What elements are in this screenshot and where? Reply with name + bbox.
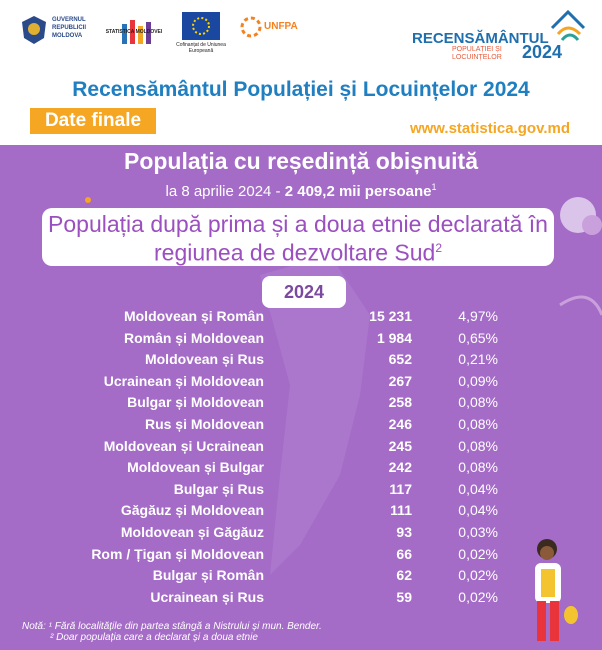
stat-logo-text: STATISTICA MOLDOVEI [105,29,163,35]
table-row: Moldovean și Bulgar 242 0,08% [0,459,602,479]
census-logo-icon [550,9,586,41]
note: ² Doar populația care a declarat și a do… [50,632,258,643]
count: 1 984 [376,329,412,346]
count: 93 [396,524,412,540]
unfpa-text: UNFPA [264,21,298,32]
table-row: Găgăuz și Moldovean 111 0,04% [0,502,602,522]
count: 246 [388,416,412,432]
page-title: Recensământul Populației și Locuințelor … [72,78,530,101]
stat-logo [122,20,151,44]
table-row: Rus și Moldovean 246 0,08% [0,416,602,436]
ethnicity: Moldovean și Bulgar [127,459,264,476]
count: 652 [388,351,412,368]
share: 0,21% [458,351,498,368]
note-ref: 2 [435,241,442,255]
share: 0,04% [458,480,498,497]
ethnicity: Bulgar și Român [152,567,264,584]
ethnicity: Rus și Moldovean [144,416,264,432]
share: 0,08% [458,416,498,432]
share: 0,65% [458,329,498,346]
table-row: Bulgar și Rus 117 0,04% [0,481,602,501]
count: 242 [388,459,412,476]
table-row: Bulgar și Român 62 0,02% [0,567,602,587]
table-row: Moldovean și Român 15 231 4,97% [0,308,602,328]
share: 0,02% [458,567,498,584]
share: 0,02% [458,588,498,605]
panel: Populația după prima și a doua etnie dec… [42,208,554,266]
ethnicity: Moldovean și Român [123,308,264,324]
count: 111 [390,502,412,519]
count: 59 [396,588,412,605]
ethnicity: Moldovean și Găgăuz [120,524,264,540]
date: la 8 aprilie 2024 - [165,183,285,200]
total: 2 409,2 mii persoane [284,183,432,200]
ethnicity: Bulgar și Moldovean [127,394,264,411]
ethnicity: Ucrainean și Rus [150,588,264,605]
census-logo-year: 2024 [522,42,563,62]
ethnicity: Român și Moldovean [123,329,264,346]
note: Notă: ¹ Fără localitățile din partea stâ… [22,621,322,632]
count: 267 [388,372,412,389]
ethnicity: Moldovean și Rus [144,351,264,368]
note-ref: 1 [431,182,437,192]
ethnicity: Ucrainean și Moldovean [103,372,264,389]
eu-flag [182,12,220,40]
year-pill: 2024 [262,276,346,308]
subheading: la 8 aprilie 2024 - 2 409,2 mii persoane… [0,182,602,200]
table-row: Moldovean și Ucrainean 245 0,08% [0,438,602,458]
decorations [85,197,602,575]
table-row: Ucrainean și Moldovean 267 0,09% [0,373,602,393]
ethnicity: Găgăuz și Moldovean [120,502,264,519]
census-logo-title: RECENSĂMÂNTUL [412,30,549,47]
share: 0,09% [458,372,498,389]
unfpa-icon [240,16,262,38]
count: 15 231 [369,308,412,324]
table-row: Moldovean și Găgăuz 93 0,03% [0,524,602,544]
gov-logo-text: GUVERNUL REPUBLICII MOLDOVA [52,17,87,39]
share: 4,97% [458,308,498,324]
share: 0,04% [458,502,498,519]
share: 0,08% [458,394,498,411]
badge: Date finale [30,108,156,134]
ethnicity: Bulgar și Rus [173,480,264,497]
count: 258 [388,394,412,411]
table-row: Moldovean și Rus 652 0,21% [0,351,602,371]
url: www.statistica.gov.md [409,120,570,137]
count: 245 [388,437,412,454]
table-row: Român și Moldovean 1 984 0,65% [0,330,602,350]
table-row: Rom / Țigan și Moldovean 66 0,02% [0,546,602,566]
share: 0,08% [458,459,498,476]
heading: Populația cu reședință obișnuită [123,148,478,174]
count: 117 [389,480,412,497]
panel-title: Populația după prima și a doua etnie dec… [48,211,548,266]
count: 66 [396,545,412,562]
gov-emblem [22,16,46,44]
person-illustration [535,539,578,641]
share: 0,02% [458,545,498,562]
census-logo-sub: POPULAȚIEI ȘI LOCUINȚELOR [452,46,502,61]
ethnicity: Rom / Țigan și Moldovean [91,545,264,562]
table-row: Ucrainean și Rus 59 0,02% [0,589,602,609]
ethnicity: Moldovean și Ucrainean [103,437,264,454]
count: 62 [396,567,412,584]
eu-text: Cofinanțat de Uniunea Europeană [176,42,226,54]
share: 0,03% [458,524,498,540]
table-row: Bulgar și Moldovean 258 0,08% [0,394,602,414]
share: 0,08% [458,437,498,454]
